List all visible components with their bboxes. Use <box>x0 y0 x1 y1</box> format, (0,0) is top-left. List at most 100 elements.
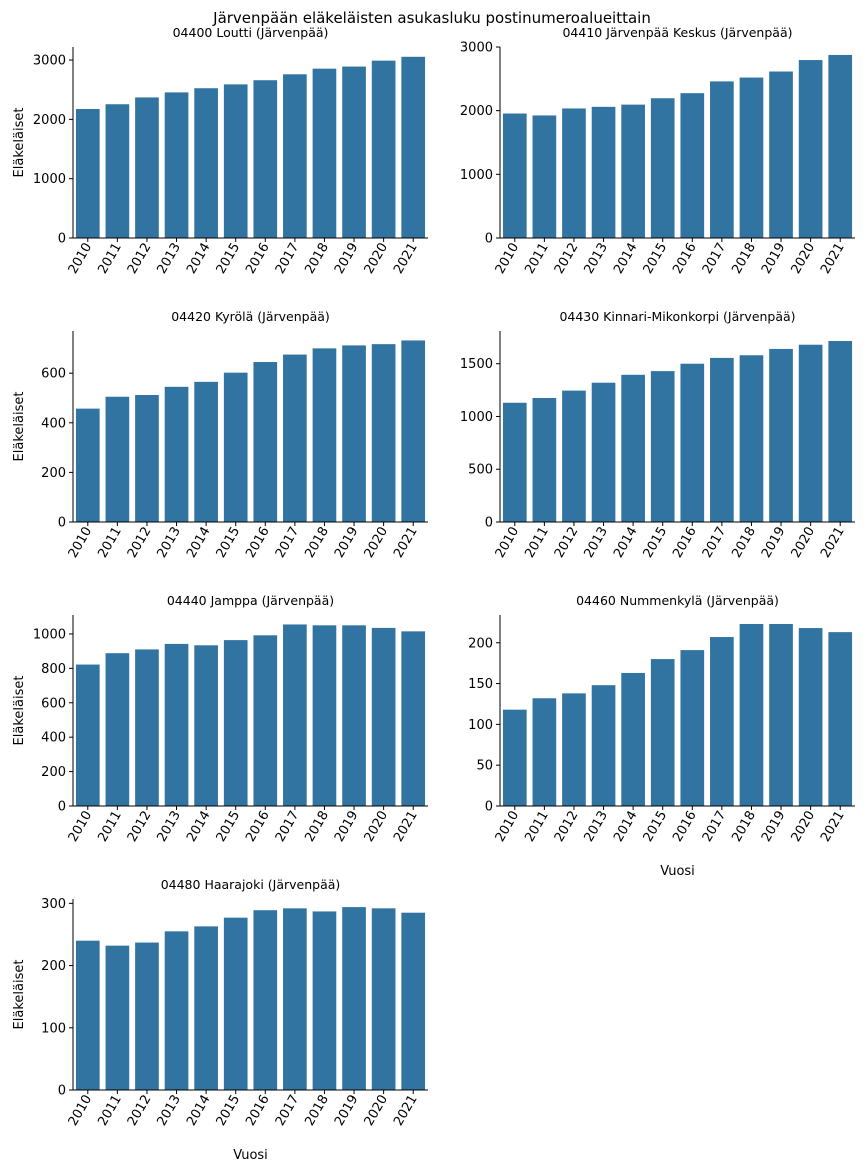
x-tick-label: 2016 <box>243 241 273 277</box>
x-tick-label: 2011 <box>522 525 552 561</box>
x-tick-label: 2015 <box>214 525 244 561</box>
chart-panel: 04480 Haarajoki (Järvenpää) 0 100 200 300 201… <box>12 877 428 1163</box>
y-tick-label: 400 <box>41 416 66 431</box>
bar <box>312 68 337 239</box>
x-tick-label: 2017 <box>273 809 303 845</box>
bar <box>223 917 248 1090</box>
bar <box>135 395 159 522</box>
y-tick-label: 1000 <box>33 172 66 187</box>
bar <box>75 108 100 239</box>
bar <box>502 113 527 238</box>
bar <box>253 635 278 806</box>
x-tick-label: 2010 <box>66 1093 96 1129</box>
y-axis-label: Eläkeläiset <box>12 960 27 1030</box>
x-tick-label: 2016 <box>670 241 700 277</box>
x-tick-label: 2018 <box>729 525 759 561</box>
x-tick-label: 2013 <box>581 525 611 561</box>
bar <box>342 345 366 522</box>
x-tick-label: 2013 <box>154 241 184 277</box>
panel-title: 04430 Kinnari-Mikonkorpi (Järvenpää) <box>559 309 795 324</box>
bar <box>342 66 366 238</box>
bar <box>710 637 734 806</box>
chart-panel: 04430 Kinnari-Mikonkorpi (Järvenpää) 0 500… <box>460 309 855 561</box>
bar <box>401 56 426 238</box>
bar <box>680 650 705 806</box>
x-tick-label: 2012 <box>552 809 582 845</box>
bar <box>739 355 764 522</box>
y-tick-label: 800 <box>41 662 66 677</box>
bar <box>591 106 616 238</box>
panel-title: 04460 Nummenkylä (Järvenpää) <box>576 593 779 608</box>
x-tick-label: 2019 <box>759 525 789 561</box>
bar <box>253 362 278 522</box>
x-axis-label: Vuosi <box>660 864 695 879</box>
x-tick-label: 2017 <box>273 1093 303 1129</box>
y-tick-label: 600 <box>41 696 66 711</box>
x-tick-label: 2018 <box>302 1093 332 1129</box>
x-tick-label: 2020 <box>789 241 819 277</box>
x-tick-label: 2021 <box>391 809 421 845</box>
bar <box>283 624 307 806</box>
y-axis-label: Eläkeläiset <box>12 108 27 178</box>
x-tick-label: 2020 <box>362 809 392 845</box>
x-tick-label: 2014 <box>184 525 214 561</box>
chart-panel: 04440 Jamppa (Järvenpää) 0 200 400 600 800 100… <box>12 593 428 845</box>
y-tick-label: 2000 <box>460 104 493 119</box>
y-tick-label: 0 <box>58 1084 66 1099</box>
x-tick-label: 2014 <box>611 525 641 561</box>
bar <box>75 940 100 1090</box>
chart-panels: 04400 Loutti (Järvenpää)0100020003000201… <box>12 25 855 1163</box>
bar <box>401 340 426 522</box>
x-tick-label: 2015 <box>214 809 244 845</box>
bar <box>710 357 734 522</box>
x-tick-label: 2012 <box>125 525 155 561</box>
x-tick-label: 2019 <box>332 809 362 845</box>
x-tick-label: 2010 <box>66 809 96 845</box>
bar <box>562 390 586 522</box>
x-tick-label: 2014 <box>184 1093 214 1129</box>
panel-title: 04410 Järvenpää Keskus (Järvenpää) <box>562 25 792 40</box>
y-tick-label: 200 <box>468 636 493 651</box>
bar <box>135 942 159 1090</box>
x-tick-label: 2011 <box>95 525 125 561</box>
bar <box>283 354 307 522</box>
x-tick-label: 2016 <box>243 1093 273 1129</box>
bar <box>371 344 396 522</box>
x-tick-label: 2017 <box>273 525 303 561</box>
bar <box>164 643 189 806</box>
y-tick-label: 1500 <box>460 357 493 372</box>
bar <box>769 623 793 806</box>
x-tick-label: 2017 <box>700 241 730 277</box>
x-tick-label: 2016 <box>670 525 700 561</box>
panel-title: 04400 Loutti (Järvenpää) <box>173 25 329 40</box>
x-tick-label: 2014 <box>184 241 214 277</box>
bar <box>371 60 396 238</box>
x-tick-label: 2018 <box>729 809 759 845</box>
bar <box>798 60 823 238</box>
bar <box>828 54 853 239</box>
x-tick-label: 2015 <box>214 240 244 276</box>
bar <box>502 402 527 522</box>
chart-panel: 04400 Loutti (Järvenpää) 0 1000 2000 3000 201… <box>12 25 428 277</box>
x-tick-label: 2013 <box>154 1093 184 1129</box>
y-tick-label: 100 <box>468 718 493 733</box>
x-tick-label: 2015 <box>214 1093 244 1129</box>
bar <box>769 71 793 238</box>
bar <box>194 88 218 238</box>
bar <box>135 97 159 238</box>
x-tick-label: 2020 <box>789 809 819 845</box>
x-tick-label: 2011 <box>522 241 552 277</box>
x-tick-label: 2010 <box>66 525 96 561</box>
x-tick-label: 2018 <box>302 525 332 561</box>
bar <box>253 910 278 1090</box>
x-tick-label: 2013 <box>581 241 611 277</box>
bar <box>769 348 793 522</box>
y-tick-label: 1000 <box>460 410 493 425</box>
y-tick-label: 0 <box>58 800 66 815</box>
x-tick-label: 2013 <box>581 809 611 845</box>
bar <box>342 907 366 1090</box>
bar <box>621 104 645 239</box>
x-tick-label: 2013 <box>154 525 184 561</box>
x-tick-label: 2015 <box>641 809 671 845</box>
